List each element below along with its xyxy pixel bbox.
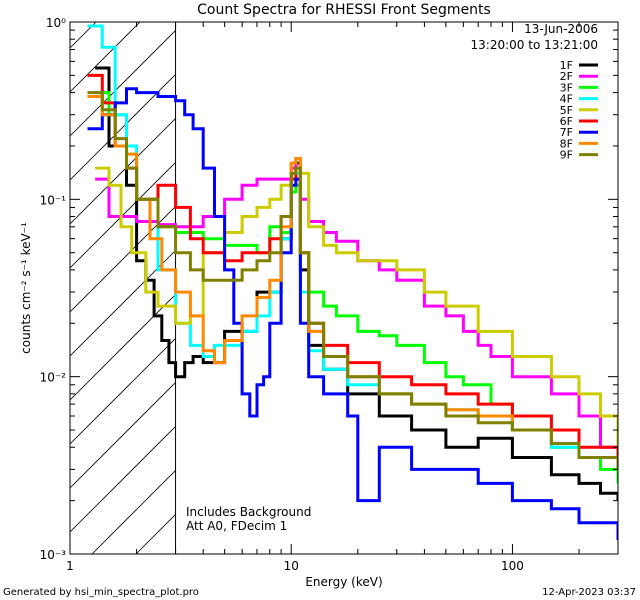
hatch-line: [70, 382, 176, 489]
series-line-5f: [95, 157, 618, 448]
footer-timestamp: 12-Apr-2023 03:37: [542, 587, 636, 598]
hatch-line: [70, 294, 176, 401]
series-line-4f: [87, 24, 618, 470]
plot-frame: [69, 21, 619, 555]
hatch-line: [70, 206, 176, 313]
y-tick-label: 10⁻²: [40, 371, 67, 385]
hatch-line: [70, 338, 176, 445]
hatch-line: [70, 426, 176, 533]
legend-label-5f: 5F: [560, 104, 573, 117]
series-lines: [87, 24, 618, 540]
series-line-9f: [87, 91, 618, 470]
legend-label-2f: 2F: [560, 70, 573, 83]
hatch-line: [70, 250, 176, 357]
y-tick-label: 10⁻³: [40, 548, 67, 562]
legend-label-4f: 4F: [560, 93, 573, 106]
series-line-8f: [87, 95, 618, 470]
legend-label-1f: 1F: [560, 59, 573, 72]
hatch-line: [91, 470, 176, 554]
axes: 1 10 100 10⁰ 10⁻¹ 10⁻² 10⁻³: [40, 16, 619, 573]
legend-label-7f: 7F: [560, 126, 573, 139]
legend-label-6f: 6F: [560, 115, 573, 128]
date-label: 13-Jun-2006: [524, 22, 598, 36]
x-tick-label: 100: [501, 559, 524, 573]
x-axis-label: Energy (keV): [305, 575, 382, 589]
chart-title: Count Spectra for RHESSI Front Segments: [197, 2, 491, 18]
legend-label-9f: 9F: [560, 149, 573, 162]
hatch-line: [70, 30, 176, 137]
time-range-label: 13:20:00 to 13:21:00: [471, 38, 598, 52]
series-line-6f: [87, 73, 618, 470]
note-attenuator: Att A0, FDecim 1: [186, 519, 287, 533]
note-background: Includes Background: [186, 505, 311, 519]
x-tick-label: 1: [66, 559, 74, 573]
legend-label-8f: 8F: [560, 137, 573, 150]
y-tick-label: 10⁻¹: [40, 193, 67, 207]
y-tick-label: 10⁰: [46, 16, 66, 30]
hatch-line: [70, 22, 141, 93]
series-line-7f: [87, 87, 618, 540]
hatch-line: [70, 74, 176, 181]
footer-generated-by: Generated by hsi_min_spectra_plot.pro: [3, 587, 199, 598]
y-axis-label: counts cm⁻² s⁻¹ keV⁻¹: [19, 222, 33, 354]
legend-label-3f: 3F: [560, 81, 573, 94]
hatch-line: [70, 118, 176, 225]
hatch-line: [135, 514, 176, 554]
x-tick-label: 10: [284, 559, 299, 573]
